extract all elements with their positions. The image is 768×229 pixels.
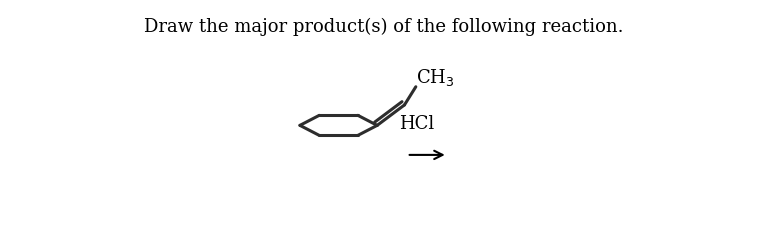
Text: CH$_3$: CH$_3$ — [415, 66, 455, 87]
Text: HCl: HCl — [399, 115, 435, 133]
Text: Draw the major product(s) of the following reaction.: Draw the major product(s) of the followi… — [144, 17, 624, 35]
